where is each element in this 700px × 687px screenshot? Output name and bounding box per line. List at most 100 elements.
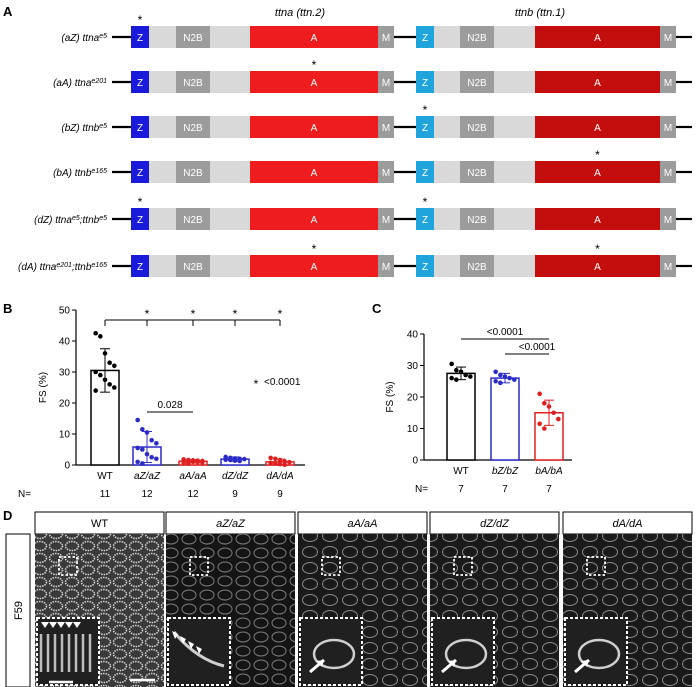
data-point bbox=[493, 369, 498, 375]
domain-m bbox=[660, 255, 676, 277]
data-point bbox=[98, 372, 103, 378]
panel-d-micrographs: F59 WT aZ/aZ aA/aA dZ/dZ dA/dA bbox=[5, 511, 693, 687]
row-label: F59 bbox=[13, 601, 25, 620]
data-point bbox=[268, 460, 273, 466]
data-point bbox=[144, 430, 150, 435]
significance-star: * bbox=[278, 307, 283, 321]
data-point bbox=[93, 330, 98, 336]
domain-z bbox=[416, 116, 434, 138]
domain-label: A bbox=[594, 168, 601, 179]
data-point bbox=[242, 456, 247, 462]
domain-n2b bbox=[460, 208, 494, 230]
construct-row: (aZ) ttnae5 Z * N2B A M Z N2B A M bbox=[61, 13, 692, 48]
data-point bbox=[273, 461, 278, 466]
construct-label: (dZ) ttnae5;ttnbe5 bbox=[34, 215, 107, 227]
data-point bbox=[282, 458, 287, 464]
x-tick-label: dA/dA bbox=[266, 471, 294, 482]
mutation-star: * bbox=[138, 13, 143, 27]
arrowhead-icon bbox=[188, 641, 194, 649]
n-value: 7 bbox=[546, 484, 552, 495]
arrowhead-icon bbox=[180, 636, 186, 644]
data-point bbox=[537, 391, 542, 397]
domain-label: A bbox=[311, 78, 318, 89]
domain-label: Z bbox=[137, 33, 143, 44]
y-axis-label: FS (%) bbox=[38, 372, 49, 403]
data-point bbox=[223, 457, 228, 463]
domain-n2b bbox=[176, 255, 210, 277]
domain-a bbox=[535, 208, 660, 230]
domain-m bbox=[660, 116, 676, 138]
domain-label: Z bbox=[137, 168, 143, 179]
domain-label: Z bbox=[422, 168, 428, 179]
domain-m bbox=[378, 161, 394, 183]
domain-a bbox=[535, 255, 660, 277]
legend-text: <0.0001 bbox=[264, 377, 301, 388]
y-tick-label: 10 bbox=[59, 430, 71, 441]
roi-box bbox=[321, 556, 341, 576]
domain-label: A bbox=[311, 123, 318, 134]
domain-label: M bbox=[664, 123, 672, 134]
y-tick-label: 30 bbox=[407, 361, 419, 372]
n-value: 7 bbox=[502, 484, 508, 495]
data-point bbox=[556, 416, 561, 422]
construct-row: (dZ) ttnae5;ttnbe5 Z * N2B A M Z * N2B A M bbox=[34, 195, 692, 230]
p-value: 0.028 bbox=[157, 400, 182, 411]
x-tick-label: aA/aA bbox=[179, 471, 207, 482]
domain-m bbox=[378, 208, 394, 230]
roi-box bbox=[586, 556, 606, 576]
significance-star: * bbox=[145, 307, 150, 321]
domain-m bbox=[378, 255, 394, 277]
construct-label: (aZ) ttnae5 bbox=[61, 33, 107, 45]
domain-label: A bbox=[311, 262, 318, 273]
y-tick-label: 20 bbox=[59, 399, 71, 410]
y-tick-label: 40 bbox=[59, 337, 71, 348]
domain-n2b bbox=[176, 208, 210, 230]
domain-label: M bbox=[382, 215, 390, 226]
roi-box bbox=[58, 556, 78, 576]
data-point bbox=[454, 367, 459, 373]
domain-z bbox=[416, 161, 434, 183]
arrowhead-icon bbox=[73, 622, 81, 628]
data-point bbox=[512, 377, 517, 382]
data-point bbox=[277, 457, 283, 463]
p-value: <0.0001 bbox=[487, 327, 524, 338]
y-tick-label: 10 bbox=[407, 424, 419, 435]
myofibril bbox=[172, 631, 225, 668]
data-point bbox=[181, 460, 186, 466]
domain-label: Z bbox=[137, 215, 143, 226]
data-point bbox=[93, 388, 98, 393]
data-point bbox=[449, 375, 454, 381]
data-point bbox=[140, 427, 145, 432]
data-point bbox=[498, 372, 503, 378]
construct-label: (bZ) ttnbe5 bbox=[61, 123, 107, 135]
domain-label: Z bbox=[137, 78, 143, 89]
data-point bbox=[190, 459, 196, 465]
mutation-star: * bbox=[138, 195, 143, 209]
domain-label: M bbox=[664, 215, 672, 226]
domain-n2b bbox=[460, 161, 494, 183]
roi-box bbox=[189, 556, 209, 576]
panel-label-a: A bbox=[3, 4, 13, 19]
n-value: 12 bbox=[141, 489, 153, 500]
domain-label: Z bbox=[422, 262, 428, 273]
construct-row: (bA) ttnbe165 Z N2B A M Z N2B A * M bbox=[53, 148, 692, 183]
domain-m bbox=[378, 116, 394, 138]
x-tick-label: WT bbox=[453, 466, 469, 477]
p-value: <0.0001 bbox=[519, 342, 556, 353]
y-tick-label: 0 bbox=[64, 461, 70, 472]
construct-row: (dA) ttnae201;ttnbe165 Z N2B A * M Z N2B A * M bbox=[18, 242, 692, 277]
y-tick-label: 40 bbox=[407, 330, 419, 341]
data-point bbox=[107, 382, 112, 387]
data-point bbox=[542, 426, 547, 431]
data-point bbox=[135, 459, 140, 465]
domain-label: N2B bbox=[183, 33, 203, 44]
domain-z bbox=[131, 71, 149, 93]
data-point bbox=[537, 421, 542, 427]
y-tick-label: 0 bbox=[412, 456, 418, 467]
domain-label: N2B bbox=[183, 262, 203, 273]
domain-label: Z bbox=[422, 123, 428, 134]
column-header: dA/dA bbox=[613, 518, 643, 530]
y-tick-label: 50 bbox=[59, 306, 71, 317]
mutation-star: * bbox=[312, 242, 317, 256]
domain-label: M bbox=[382, 78, 390, 89]
